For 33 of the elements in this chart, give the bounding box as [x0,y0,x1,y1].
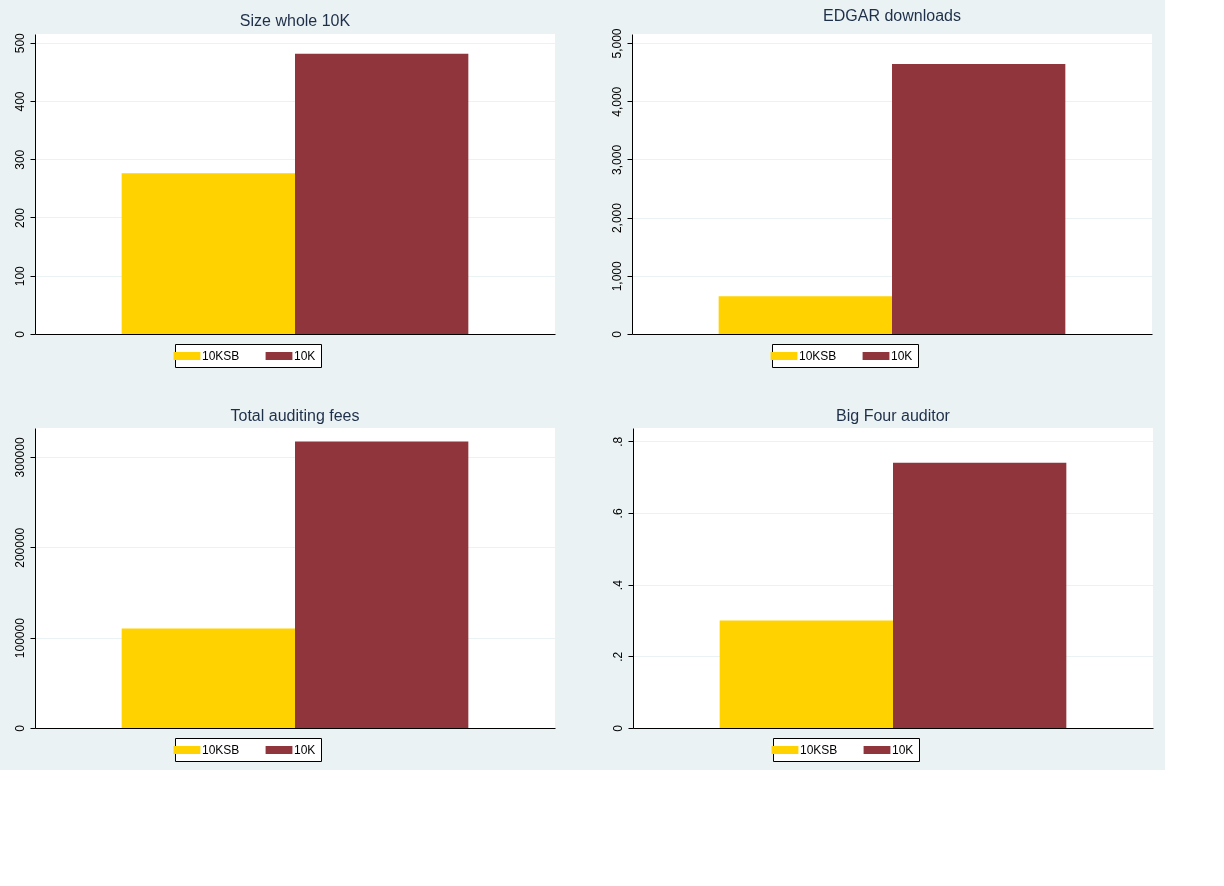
y-tick-label: .4 [610,579,625,591]
chart-title: Big Four auditor [836,407,951,424]
y-tick-label: .6 [610,508,625,519]
legend-label: 10KSB [202,349,240,363]
y-tick-label: 300 [12,149,27,170]
y-tick-label: 200 [12,207,27,229]
y-tick-label: 4,000 [609,86,624,117]
y-tick-label: 3,000 [609,144,624,175]
legend-label: 10KSB [799,349,837,363]
legend-label: 10KSB [800,743,838,757]
legend-label: 10K [892,743,914,757]
y-tick-label: 0 [12,724,27,732]
y-tick-label: 100000 [12,617,27,659]
legend-label: 10K [294,349,316,363]
chart-title: Size whole 10K [239,11,351,29]
y-tick-label: 5,000 [609,28,624,59]
y-tick-label: 1,000 [609,260,624,292]
y-tick-label: .2 [610,651,625,662]
legend-label: 10KSB [202,743,240,757]
y-tick-label: .8 [610,436,625,447]
y-tick-label: 500 [12,32,27,54]
y-tick-label: 100 [12,265,27,287]
y-tick-label: 0 [609,330,624,338]
legend-label: 10K [891,349,913,363]
y-tick-label: 300000 [12,437,27,478]
y-tick-label: 0 [12,330,27,338]
y-tick-label: 200000 [12,527,27,568]
y-tick-label: 0 [610,724,625,732]
y-tick-label: 400 [12,91,27,112]
chart-title: Total auditing fees [230,407,360,424]
legend-label: 10K [294,743,316,757]
y-tick-label: 2,000 [609,202,624,234]
chart-title: EDGAR downloads [823,7,961,25]
